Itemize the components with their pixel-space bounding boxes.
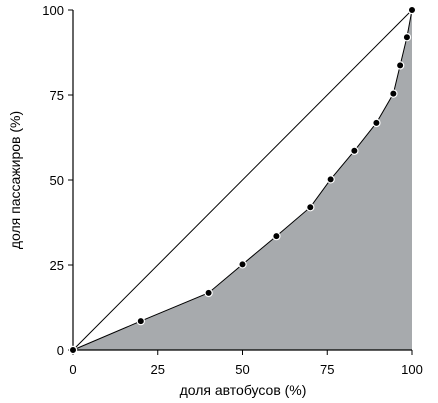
y-tick-label: 75 [50, 88, 64, 103]
x-tick-label: 50 [235, 362, 249, 377]
data-point [402, 33, 412, 42]
data-point [306, 202, 315, 212]
data-point [407, 5, 417, 15]
x-axis-title: доля автобусов (%) [180, 382, 307, 398]
y-tick-label: 25 [50, 258, 64, 273]
data-point [204, 288, 213, 298]
data-point [350, 146, 359, 155]
data-point [326, 175, 335, 184]
y-tick-label: 0 [57, 343, 64, 358]
y-tick-label: 50 [50, 173, 64, 188]
x-tick-label: 25 [151, 362, 165, 377]
data-point [389, 89, 398, 98]
data-point [272, 231, 281, 241]
equality-line [72, 9, 413, 351]
y-tick-label: 100 [42, 3, 64, 18]
data-point [238, 260, 247, 269]
data-point [372, 118, 381, 128]
data-point [68, 345, 78, 355]
x-tick-label: 0 [69, 362, 76, 377]
area-fill [73, 10, 412, 350]
data-point [395, 61, 405, 70]
x-tick-label: 75 [320, 362, 334, 377]
data-point [136, 316, 145, 326]
x-tick-label: 100 [401, 362, 423, 377]
y-axis-title: доля пассажиров (%) [7, 111, 23, 249]
